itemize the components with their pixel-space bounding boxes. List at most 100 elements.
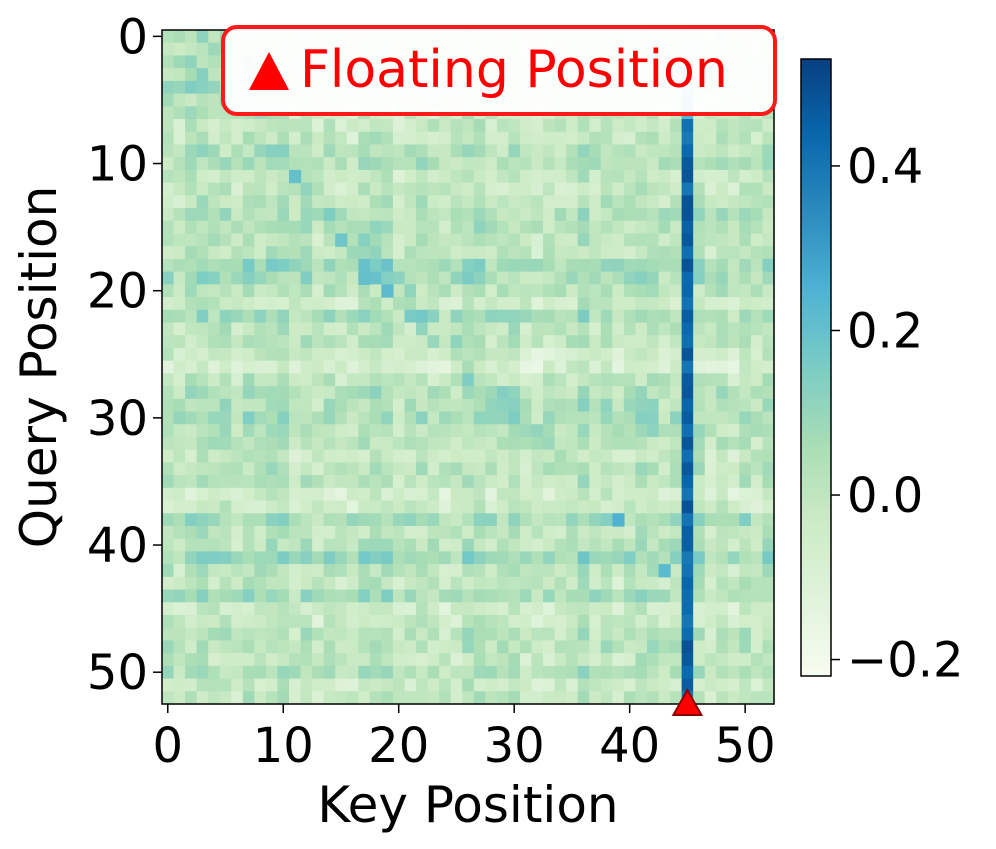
heatmap-cell [508,360,521,374]
heatmap-cell [681,322,694,336]
heatmap-cell [704,246,717,260]
heatmap-cell [658,665,671,680]
heatmap-cell [727,195,740,209]
heatmap-cell [439,525,452,540]
heatmap-cell [358,157,371,171]
heatmap-cell [312,208,325,222]
heatmap-cell [554,436,567,451]
heatmap-cell [162,589,175,603]
heatmap-cell [727,602,740,616]
heatmap-cell [277,258,290,273]
heatmap-cell [543,691,556,705]
heatmap-cell [231,653,244,667]
heatmap-cell [635,195,648,209]
heatmap-cell [531,246,544,260]
heatmap-cell [681,436,694,451]
heatmap-cell [496,157,510,171]
heatmap-cell [346,678,359,692]
heatmap-cell [681,589,694,603]
heatmap-cell [289,169,302,184]
heatmap-cell [554,640,567,654]
colorbar-tick-label: 0.0 [847,468,923,524]
heatmap-cell [612,678,625,692]
heatmap-cell [265,195,279,209]
heatmap-cell [519,246,533,260]
heatmap-cell [416,398,429,413]
heatmap-cell [335,297,348,311]
heatmap-cell [392,614,406,629]
heatmap-cell [346,602,359,616]
heatmap-cell [265,513,279,527]
heatmap-cell [681,614,694,629]
heatmap-cell [404,335,417,349]
heatmap-cell [600,220,613,235]
heatmap-cell [392,144,406,158]
heatmap-cell [508,195,521,209]
heatmap-cell [716,551,729,565]
heatmap-cell [300,169,313,184]
heatmap-cell [173,386,186,400]
heatmap-cell [554,157,567,171]
heatmap-cell [404,309,417,324]
heatmap-cell [704,449,717,463]
heatmap-cell [508,678,521,692]
heatmap-cell [727,347,740,362]
heatmap-cell [427,436,440,451]
heatmap-cell [277,475,290,489]
heatmap-cell [427,487,440,502]
heatmap-cell [335,195,348,209]
heatmap-cell [358,627,371,642]
heatmap-cell [219,424,232,438]
heatmap-cell [404,157,417,171]
heatmap-cell [300,436,313,451]
heatmap-cell [242,640,255,654]
heatmap-cell [670,297,683,311]
heatmap-cell [162,55,175,69]
x-tick-label: 20 [368,718,429,774]
heatmap-cell [473,297,486,311]
heatmap-cell [543,309,556,324]
floating-position-marker [671,687,704,716]
heatmap-cell [612,297,625,311]
heatmap-cell [404,347,417,362]
heatmap-cell [404,691,417,705]
heatmap-cell [265,386,279,400]
heatmap-cell [693,436,706,451]
heatmap-cell [427,411,440,425]
heatmap-cell [277,322,290,336]
heatmap-cell [265,653,279,667]
heatmap-cell [646,386,660,400]
heatmap-cell [658,182,671,196]
heatmap-cell [739,576,752,591]
heatmap-cell [173,309,186,324]
heatmap-cell [681,538,694,552]
heatmap-cell [381,462,394,476]
heatmap-cell [254,589,267,603]
heatmap-cell [289,144,302,158]
heatmap-cell [392,538,406,552]
heatmap-cell [196,347,209,362]
heatmap-cell [473,182,486,196]
heatmap-cell [543,284,556,298]
heatmap-cell [392,449,406,463]
heatmap-cell [693,131,706,146]
heatmap-cell [693,182,706,196]
heatmap-cell [531,500,544,514]
heatmap-cell [312,436,325,451]
heatmap-cell [450,614,463,629]
heatmap-cell [577,297,590,311]
heatmap-cell [242,538,255,552]
heatmap-cell [162,144,175,158]
heatmap-cell [392,131,406,146]
heatmap-cell [750,602,764,616]
heatmap-cell [323,386,336,400]
heatmap-cell [219,182,232,196]
heatmap-cell [265,335,279,349]
heatmap-cell [554,602,567,616]
heatmap-cell [750,195,764,209]
heatmap-cell [716,665,729,680]
heatmap-cell [612,500,625,514]
heatmap-cell [473,589,486,603]
heatmap-cell [265,144,279,158]
heatmap-cell [208,144,221,158]
